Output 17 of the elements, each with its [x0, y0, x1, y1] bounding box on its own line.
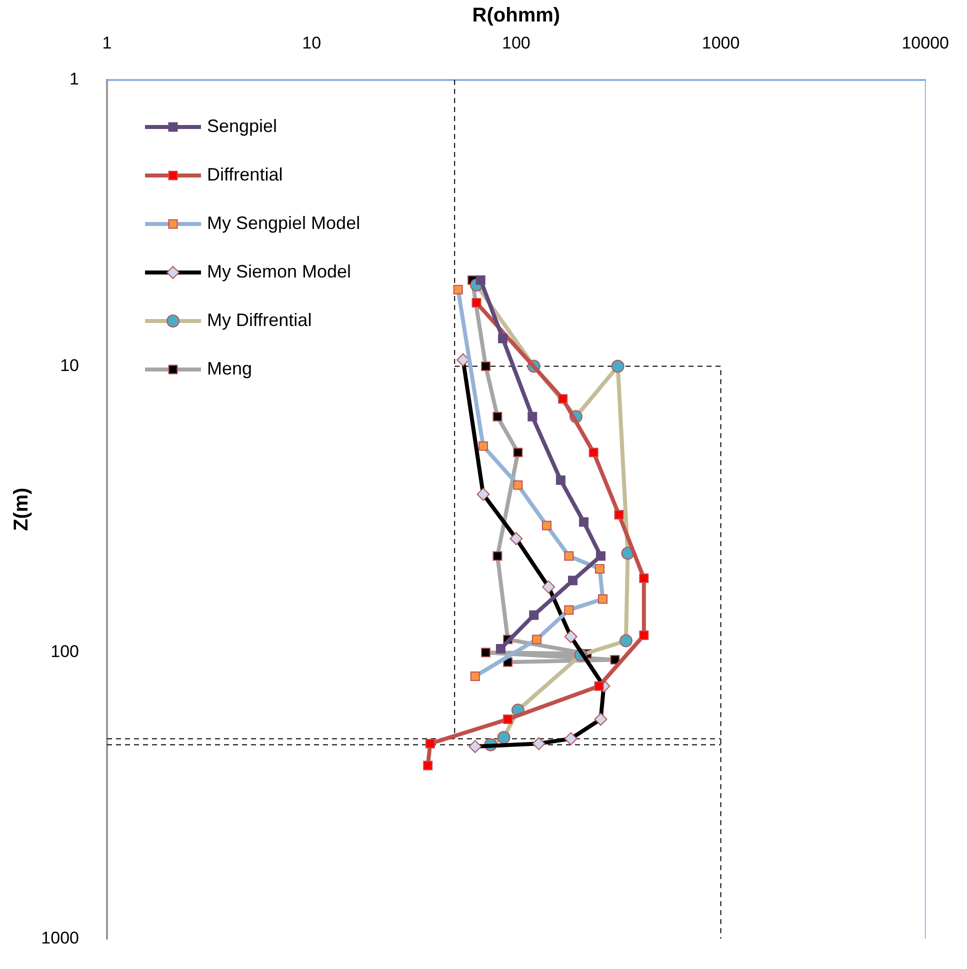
y-axis-title: Z(m): [10, 488, 33, 532]
x-tick-label: 1: [102, 33, 112, 52]
y-tick-label: 1: [70, 70, 79, 89]
x-tick-label: 10: [302, 33, 322, 52]
x-tick-label: 10000: [902, 33, 950, 52]
legend-label: My Siemon Model: [207, 261, 352, 282]
legend-label: Diffrential: [207, 164, 283, 184]
x-tick-label: 100: [502, 33, 530, 52]
legend-label: Meng: [207, 358, 252, 378]
x-axis-title: R(ohmm): [472, 4, 560, 27]
y-tick-label: 100: [50, 642, 79, 662]
x-tick-label: 1000: [702, 33, 740, 52]
legend-label: Sengpiel: [207, 116, 278, 136]
y-tick-label: 1000: [41, 928, 79, 948]
y-tick-label: 10: [60, 356, 79, 375]
legend-label: My Diffrential: [207, 310, 312, 330]
legend-label: My Sengpiel Model: [207, 212, 360, 233]
